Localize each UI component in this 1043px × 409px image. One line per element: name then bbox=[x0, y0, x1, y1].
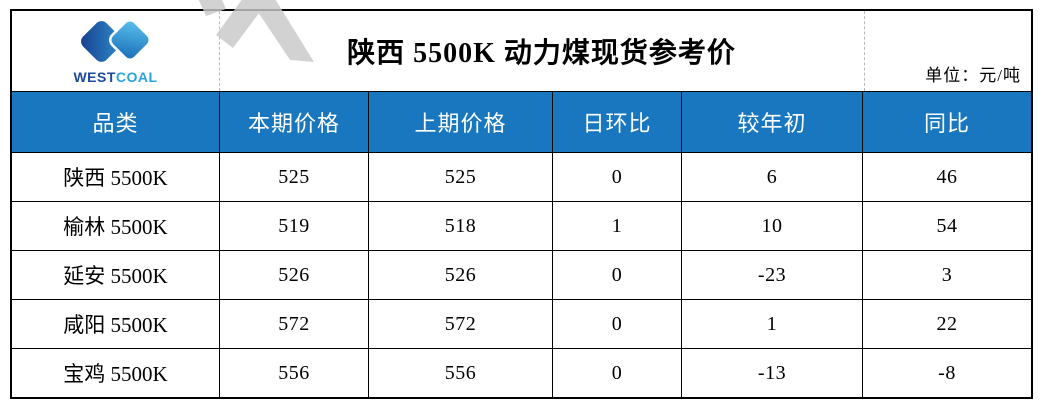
cell-current-price: 525 bbox=[219, 152, 368, 201]
cell-dod-change: 1 bbox=[552, 201, 681, 250]
cell-dod-change: 0 bbox=[552, 299, 681, 348]
brand-wordmark: WESTCOAL bbox=[73, 69, 157, 85]
cell-previous-price: 525 bbox=[368, 152, 552, 201]
cell-category: 咸阳 5500K bbox=[12, 299, 219, 348]
cell-current-price: 556 bbox=[219, 348, 368, 397]
cell-ytd-change: 10 bbox=[681, 201, 862, 250]
cell-ytd-change: -23 bbox=[681, 250, 862, 299]
cell-category: 延安 5500K bbox=[12, 250, 219, 299]
brand-name-west: WEST bbox=[73, 68, 116, 85]
table-title-bar: WESTCOAL 陕西 5500K 动力煤现货参考价 单位：元/吨 bbox=[12, 11, 1031, 91]
westcoal-logo-icon bbox=[80, 18, 151, 62]
brand-name-coal: COAL bbox=[115, 68, 158, 85]
cell-current-price: 519 bbox=[219, 201, 368, 250]
cell-category: 陕西 5500K bbox=[12, 152, 219, 201]
cell-current-price: 526 bbox=[219, 250, 368, 299]
brand-logo: WESTCOAL bbox=[12, 11, 219, 91]
cell-current-price: 572 bbox=[219, 299, 368, 348]
divider-dashed-right bbox=[864, 11, 865, 91]
column-header-previous-price: 上期价格 bbox=[368, 92, 552, 152]
cell-dod-change: 0 bbox=[552, 250, 681, 299]
table-row: 榆林 5500K 519 518 1 10 54 bbox=[12, 201, 1031, 250]
price-table: WESTCOAL 陕西 5500K 动力煤现货参考价 单位：元/吨 品类 本期价… bbox=[10, 9, 1033, 399]
cell-previous-price: 518 bbox=[368, 201, 552, 250]
column-header-yoy-change: 同比 bbox=[862, 92, 1031, 152]
title-container: 陕西 5500K 动力煤现货参考价 bbox=[219, 11, 864, 91]
cell-yoy-change: 46 bbox=[862, 152, 1031, 201]
cell-previous-price: 556 bbox=[368, 348, 552, 397]
column-header-ytd-change: 较年初 bbox=[681, 92, 862, 152]
table-header-row: 品类 本期价格 上期价格 日环比 较年初 同比 bbox=[12, 91, 1031, 152]
cell-ytd-change: 1 bbox=[681, 299, 862, 348]
cell-dod-change: 0 bbox=[552, 348, 681, 397]
cell-yoy-change: 54 bbox=[862, 201, 1031, 250]
column-header-dod-change: 日环比 bbox=[552, 92, 681, 152]
column-header-category: 品类 bbox=[12, 92, 219, 152]
cell-category: 榆林 5500K bbox=[12, 201, 219, 250]
cell-previous-price: 526 bbox=[368, 250, 552, 299]
cell-ytd-change: 6 bbox=[681, 152, 862, 201]
divider-dashed-left bbox=[219, 11, 220, 91]
unit-label: 单位：元/吨 bbox=[925, 66, 1021, 85]
cell-dod-change: 0 bbox=[552, 152, 681, 201]
page-title: 陕西 5500K 动力煤现货参考价 bbox=[347, 38, 736, 69]
cell-yoy-change: 3 bbox=[862, 250, 1031, 299]
table-row: 延安 5500K 526 526 0 -23 3 bbox=[12, 250, 1031, 299]
cell-previous-price: 572 bbox=[368, 299, 552, 348]
cell-category: 宝鸡 5500K bbox=[12, 348, 219, 397]
cell-yoy-change: -8 bbox=[862, 348, 1031, 397]
table-row: 宝鸡 5500K 556 556 0 -13 -8 bbox=[12, 348, 1031, 397]
column-header-current-price: 本期价格 bbox=[219, 92, 368, 152]
cell-yoy-change: 22 bbox=[862, 299, 1031, 348]
table-row: 咸阳 5500K 572 572 0 1 22 bbox=[12, 299, 1031, 348]
table-row: 陕西 5500K 525 525 0 6 46 bbox=[12, 152, 1031, 201]
cell-ytd-change: -13 bbox=[681, 348, 862, 397]
